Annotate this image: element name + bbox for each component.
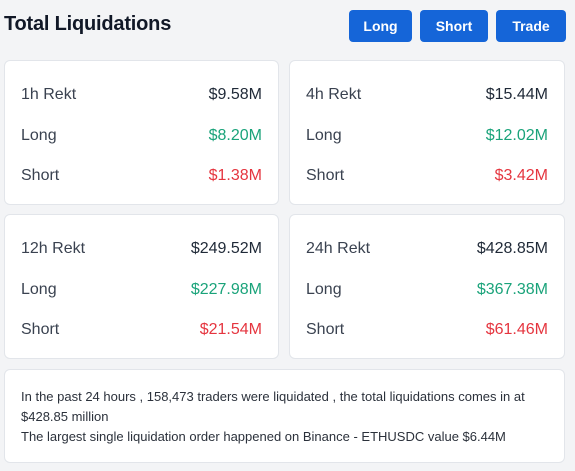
long-label: Long	[306, 281, 342, 298]
summary-line-largest-order: The largest single liquidation order hap…	[21, 429, 506, 444]
short-label: Short	[306, 167, 345, 184]
short-row: Short $21.54M	[21, 319, 262, 341]
liquidation-summary: In the past 24 hours , 158,473 traders w…	[4, 369, 565, 463]
page-title: Total Liquidations	[4, 13, 172, 35]
total-value: $9.58M	[208, 86, 262, 103]
trade-button[interactable]: Trade	[496, 10, 566, 42]
long-label: Long	[306, 127, 342, 144]
long-row: Long $8.20M	[21, 125, 262, 147]
short-value: $61.46M	[485, 321, 548, 338]
short-value: $3.42M	[494, 167, 548, 184]
total-value: $15.44M	[485, 86, 548, 103]
period-label: 1h Rekt	[21, 86, 77, 103]
short-label: Short	[306, 321, 345, 338]
short-row: Short $3.42M	[306, 165, 548, 187]
liquidation-card-1h: 1h Rekt $9.58M Long $8.20M Short $1.38M	[4, 60, 279, 205]
long-value: $367.38M	[476, 281, 548, 298]
long-label: Long	[21, 127, 57, 144]
short-row: Short $61.46M	[306, 319, 548, 341]
long-label: Long	[21, 281, 57, 298]
liquidation-card-12h: 12h Rekt $249.52M Long $227.98M Short $2…	[4, 214, 279, 359]
page-header: Total Liquidations Long Short Trade	[0, 0, 575, 52]
long-value: $8.20M	[208, 127, 262, 144]
long-row: Long $367.38M	[306, 279, 548, 301]
period-label: 4h Rekt	[306, 86, 362, 103]
liquidation-card-4h: 4h Rekt $15.44M Long $12.02M Short $3.42…	[289, 60, 565, 205]
long-button[interactable]: Long	[349, 10, 412, 42]
short-row: Short $1.38M	[21, 165, 262, 187]
long-value: $227.98M	[190, 281, 262, 298]
long-value: $12.02M	[485, 127, 548, 144]
total-row: 12h Rekt $249.52M	[21, 238, 262, 260]
short-label: Short	[21, 167, 60, 184]
summary-line-traders: In the past 24 hours , 158,473 traders w…	[21, 389, 525, 424]
long-row: Long $227.98M	[21, 279, 262, 301]
liquidation-card-24h: 24h Rekt $428.85M Long $367.38M Short $6…	[289, 214, 565, 359]
total-row: 4h Rekt $15.44M	[306, 84, 548, 106]
period-label: 24h Rekt	[306, 240, 371, 257]
total-value: $249.52M	[190, 240, 262, 257]
short-value: $21.54M	[199, 321, 262, 338]
total-row: 1h Rekt $9.58M	[21, 84, 262, 106]
total-value: $428.85M	[476, 240, 548, 257]
total-row: 24h Rekt $428.85M	[306, 238, 548, 260]
short-label: Short	[21, 321, 60, 338]
period-label: 12h Rekt	[21, 240, 86, 257]
short-button[interactable]: Short	[420, 10, 488, 42]
long-row: Long $12.02M	[306, 125, 548, 147]
short-value: $1.38M	[208, 167, 262, 184]
